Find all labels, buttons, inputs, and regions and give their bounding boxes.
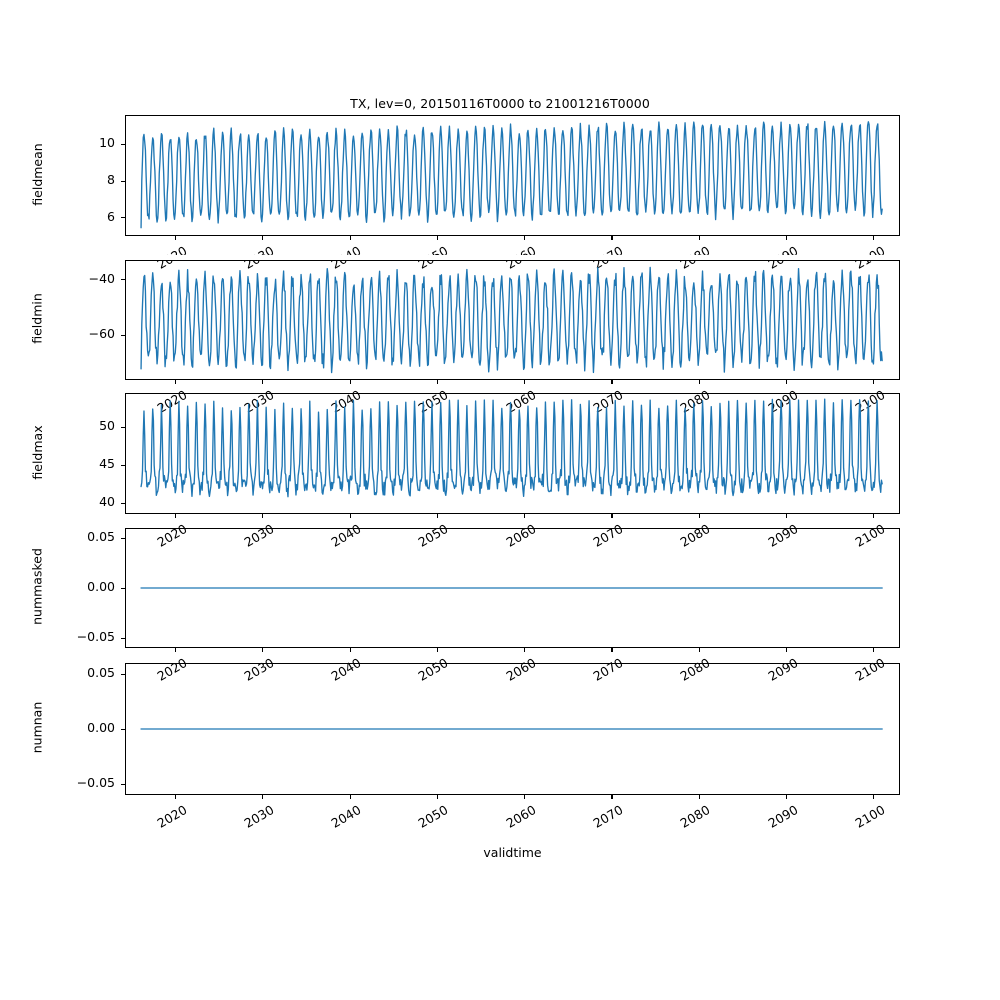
axes-frame — [125, 260, 900, 380]
y-tick-label: −0.05 — [76, 629, 115, 644]
axes-frame — [125, 115, 900, 236]
x-tick-mark — [611, 795, 613, 799]
x-tick-mark — [698, 648, 700, 652]
x-axis-label: validtime — [483, 845, 542, 860]
x-tick-mark — [698, 236, 700, 240]
y-tick-mark — [121, 217, 125, 219]
y-tick-mark — [121, 426, 125, 428]
x-tick-mark — [873, 380, 875, 384]
x-tick-mark — [873, 514, 875, 518]
y-tick-label: −0.05 — [76, 775, 115, 790]
x-tick-mark — [175, 514, 177, 518]
data-line-fieldmean — [125, 115, 900, 236]
y-tick-mark — [121, 464, 125, 466]
series-path — [141, 399, 882, 497]
y-tick-label: 10 — [99, 135, 115, 151]
plot-panel-nummasked: 0.05 0.00 −0.05 nummasked 2020 2030 2040 2050 20… — [30, 528, 900, 684]
y-tick-label: −40 — [88, 270, 115, 286]
y-tick-mark — [121, 143, 125, 145]
x-tick-mark — [262, 236, 264, 240]
x-tick-mark — [349, 648, 351, 652]
y-tick-mark — [121, 502, 125, 504]
axes-frame — [125, 663, 900, 795]
axes-frame — [125, 393, 900, 514]
y-tick-mark — [121, 673, 125, 675]
y-tick-label: 0.05 — [87, 664, 115, 680]
x-tick-mark — [611, 236, 613, 240]
y-tick-label: 8 — [107, 172, 115, 187]
y-tick-mark — [121, 728, 125, 730]
x-tick-mark — [873, 795, 875, 799]
x-tick-mark — [698, 514, 700, 518]
y-tick-label: 40 — [99, 494, 115, 510]
x-tick-mark — [786, 514, 788, 518]
plot-panel-numnan: 0.05 0.00 −0.05 numnan 2020 2030 2040 2050 2060 2… — [30, 663, 900, 831]
x-tick-mark — [524, 514, 526, 518]
x-tick-mark — [262, 380, 264, 384]
x-tick-mark — [262, 795, 264, 799]
x-tick-mark — [349, 795, 351, 799]
x-tick-mark — [436, 380, 439, 384]
y-axis-label-numnan: numnan — [29, 701, 45, 754]
data-line-nummasked — [125, 528, 900, 648]
y-tick-mark — [121, 334, 125, 336]
x-tick-mark — [873, 648, 875, 652]
x-tick-mark — [175, 236, 177, 240]
x-tick-mark — [524, 795, 526, 799]
series-path — [141, 122, 882, 228]
x-tick-mark — [349, 514, 351, 518]
y-tick-label: 50 — [99, 418, 115, 434]
x-tick-mark — [436, 236, 439, 240]
y-tick-mark — [121, 180, 125, 182]
label-clip-band — [0, 255, 1000, 260]
x-tick-mark — [175, 380, 177, 384]
y-tick-label: 0.00 — [87, 720, 115, 735]
x-tick-mark — [436, 648, 439, 652]
figure-title: TX, lev=0, 20150116T0000 to 21001216T000… — [350, 96, 650, 111]
x-tick-mark — [349, 380, 351, 384]
x-tick-mark — [611, 380, 613, 384]
x-tick-mark — [262, 514, 264, 518]
x-tick-mark — [175, 648, 177, 652]
y-tick-mark — [121, 587, 125, 589]
x-tick-mark — [436, 514, 439, 518]
x-tick-mark — [786, 380, 788, 384]
x-tick-mark — [786, 648, 788, 652]
x-tick-mark — [436, 795, 439, 799]
x-tick-mark — [698, 795, 700, 799]
y-tick-label: 0.00 — [87, 579, 115, 594]
y-tick-label: 45 — [99, 456, 115, 472]
y-tick-mark — [121, 637, 125, 639]
series-path — [141, 267, 882, 372]
x-tick-mark — [786, 236, 788, 240]
axes-frame — [125, 528, 900, 648]
x-tick-mark — [611, 514, 613, 518]
data-line-fieldmin — [125, 260, 900, 380]
x-tick-mark — [524, 648, 526, 652]
y-tick-mark — [121, 783, 125, 785]
y-tick-label: 6 — [107, 208, 115, 224]
x-tick-mark — [611, 648, 613, 652]
data-line-fieldmax — [125, 393, 900, 514]
x-tick-mark — [349, 236, 351, 240]
x-tick-mark — [873, 236, 875, 240]
y-tick-label: 0.05 — [87, 528, 115, 544]
x-tick-mark — [698, 380, 700, 384]
plot-panel-fieldmin: −40 −60 fieldmin 2020 2030 2040 2050 2060 2070 20… — [30, 260, 900, 416]
x-tick-mark — [262, 648, 264, 652]
x-tick-mark — [524, 380, 526, 384]
x-tick-mark — [524, 236, 526, 240]
plot-panel-fieldmean: 6 8 10 fieldmean 2020 2030 2040 2050 2060 2070 208… — [30, 115, 900, 272]
y-tick-mark — [121, 537, 125, 539]
x-tick-mark — [175, 795, 177, 799]
data-line-numnan — [125, 663, 900, 795]
plot-panel-fieldmax: 40 45 50 fieldmax 2020 2030 2040 2050 2060 2070 20… — [30, 393, 900, 550]
y-tick-mark — [121, 279, 125, 281]
y-tick-label: −60 — [88, 326, 115, 342]
x-tick-mark — [786, 795, 788, 799]
